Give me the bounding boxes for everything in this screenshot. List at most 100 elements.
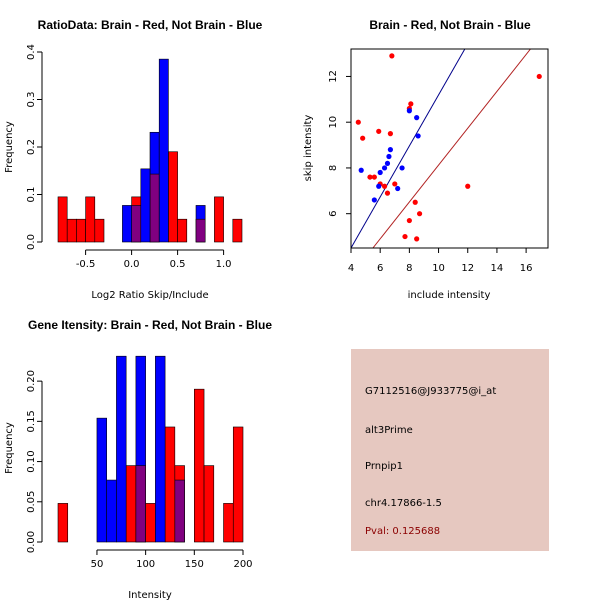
ratio-hist-bar	[158, 58, 169, 243]
probe-id: G7112516@J933775@i_at	[365, 386, 497, 397]
gene-hist-bar	[96, 417, 107, 543]
scatter-point	[371, 197, 377, 203]
gene-hist-bar	[57, 503, 69, 543]
ratio-histogram-axes: -0.5 0.0 0.5 1.0 0.0 0.1 0.2 0.3 0.4	[26, 44, 232, 270]
gene-hist-bar	[223, 503, 234, 543]
intensity-scatter-ylabel: skip intensity	[303, 115, 314, 182]
gene-hist-bar	[106, 479, 117, 543]
ratio-hist-bar	[214, 196, 224, 243]
ratio-histogram-ylabel: Frequency	[4, 121, 15, 173]
scatter-point	[412, 199, 418, 205]
scatter-point	[536, 73, 542, 80]
ratio-hist-overlap-bar	[149, 173, 160, 243]
event-type: alt3Prime	[365, 425, 413, 436]
chromosome-location: chr4.17866-1.5	[365, 498, 442, 509]
gene-hist-y-tick-label: 0.00	[26, 531, 37, 553]
fit-line	[372, 49, 531, 248]
scatter-x-tick-label: 16	[520, 263, 533, 274]
ratio-hist-y-tick-label: 0.3	[26, 92, 37, 108]
gene-hist-bar	[232, 426, 244, 543]
fit-line	[351, 49, 466, 248]
scatter-point	[384, 160, 391, 166]
scatter-x-tick-label: 8	[406, 263, 412, 274]
scatter-point	[414, 236, 420, 242]
ratio-hist-y-tick-label: 0.1	[26, 187, 37, 203]
scatter-point	[377, 169, 383, 176]
scatter-y-tick-label: 12	[328, 70, 339, 83]
ratio-hist-bar	[168, 151, 178, 243]
intensity-scatter-fit-lines	[351, 49, 531, 248]
scatter-point	[465, 183, 471, 189]
intensity-scatter: Brain - Red, Not Brain - Blue include in…	[303, 18, 549, 301]
gene-hist-y-tick-label: 0.10	[26, 450, 37, 472]
scatter-point	[406, 217, 412, 224]
scatter-point	[392, 181, 398, 187]
ratio-hist-y-tick-label: 0.0	[26, 234, 37, 250]
ratio-hist-overlap-bar	[195, 218, 206, 243]
gene-hist-bar	[125, 465, 137, 543]
ratio-histogram-xlabel: Log2 Ratio Skip/Include	[91, 290, 208, 301]
scatter-point	[355, 119, 361, 125]
ratio-hist-bar	[76, 218, 86, 243]
ratio-hist-y-tick-label: 0.2	[26, 139, 37, 155]
scatter-point	[381, 165, 388, 171]
scatter-point	[360, 135, 366, 141]
gene-hist-bar	[145, 503, 156, 543]
ratio-hist-bar	[85, 196, 96, 243]
ratio-hist-bar	[122, 205, 132, 243]
intensity-scatter-points	[355, 53, 542, 242]
gene-hist-overlap-bar	[174, 479, 185, 543]
gene-hist-y-tick-label: 0.05	[26, 491, 37, 513]
ratio-hist-bar	[94, 218, 105, 243]
ratio-hist-bar	[177, 218, 188, 243]
scatter-point	[376, 183, 382, 189]
scatter-point	[395, 185, 401, 192]
gene-intensity-histogram: Gene Itensity: Brain - Red, Not Brain - …	[4, 318, 272, 600]
ratio-hist-x-tick-label: 1.0	[216, 259, 232, 270]
ratio-hist-overlap-bar	[131, 205, 142, 243]
ratio-hist-y-tick-label: 0.4	[26, 44, 37, 60]
gene-intensity-title: Gene Itensity: Brain - Red, Not Brain - …	[28, 318, 272, 332]
probe-info-panel: G7112516@J933775@i_at alt3Prime Prnpip1 …	[351, 349, 549, 551]
scatter-x-tick-label: 6	[377, 263, 383, 274]
gene-hist-x-tick-label: 100	[136, 559, 155, 570]
gene-intensity-ylabel: Frequency	[4, 422, 15, 474]
scatter-frame	[350, 48, 549, 249]
scatter-point	[387, 131, 393, 137]
scatter-point	[358, 167, 364, 173]
ratio-hist-x-tick-label: 0.5	[170, 259, 186, 270]
scatter-point	[371, 174, 377, 180]
gene-hist-bar	[155, 355, 166, 543]
ratio-hist-bar	[140, 168, 151, 243]
ratio-hist-bar	[232, 218, 243, 243]
scatter-point	[387, 147, 393, 153]
scatter-x-tick-label: 12	[461, 263, 474, 274]
gene-intensity-axes: 50 100 150 200 0.00 0.05 0.10 0.15 0.20	[26, 370, 253, 570]
scatter-y-tick-label: 6	[328, 211, 339, 217]
scatter-point	[399, 165, 405, 171]
gene-hist-x-tick-label: 150	[185, 559, 204, 570]
gene-name: Prnpip1	[365, 461, 403, 472]
scatter-point	[415, 133, 421, 139]
gene-hist-y-tick-label: 0.15	[26, 410, 37, 432]
scatter-point	[389, 53, 395, 59]
scatter-point	[414, 115, 420, 121]
gene-hist-y-tick-label: 0.20	[26, 370, 37, 392]
scatter-point	[384, 190, 391, 196]
gene-intensity-bars	[57, 355, 244, 543]
ratio-hist-bar	[57, 196, 68, 243]
ratio-hist-x-tick-label: -0.5	[76, 259, 96, 270]
gene-hist-bar	[203, 465, 215, 543]
gene-hist-bar	[116, 355, 127, 543]
scatter-y-tick-label: 10	[328, 116, 339, 129]
ratio-hist-bar	[66, 218, 77, 243]
p-value: Pval: 0.125688	[365, 526, 441, 537]
intensity-scatter-title: Brain - Red, Not Brain - Blue	[369, 18, 531, 32]
scatter-point	[367, 174, 373, 180]
scatter-point	[376, 128, 382, 134]
scatter-point	[408, 101, 414, 107]
gene-hist-bar	[164, 426, 176, 543]
scatter-point	[381, 183, 388, 189]
